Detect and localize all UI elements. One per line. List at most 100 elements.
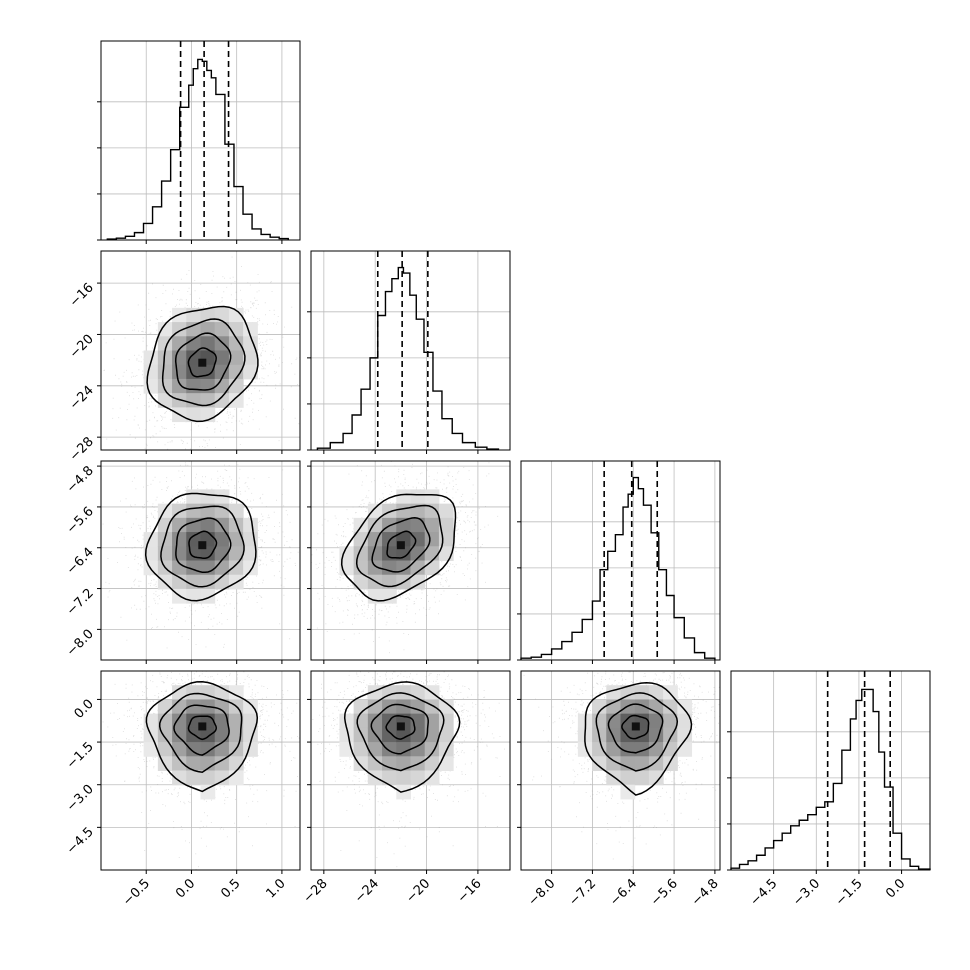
pair-panel-1-0 (97, 250, 301, 454)
density-cell (186, 407, 201, 423)
density-cell (424, 532, 440, 547)
density-cell (353, 727, 369, 743)
density-cell (648, 713, 664, 729)
density-cell (648, 756, 664, 771)
density-cell (214, 574, 230, 590)
density-cell (214, 742, 230, 757)
density-cell (438, 756, 454, 771)
density-cell (228, 517, 244, 533)
density-cell (172, 727, 187, 743)
mode-marker (396, 722, 405, 731)
density-cell (620, 713, 636, 729)
density-cell (592, 713, 607, 729)
density-cell (424, 503, 440, 519)
density-cell (157, 503, 173, 519)
density-cell (367, 560, 383, 576)
density-cell (214, 713, 230, 729)
density-cell (200, 364, 216, 380)
density-cell (648, 685, 664, 700)
density-cell (424, 517, 440, 533)
contour-2 (356, 692, 445, 772)
histogram-panel-2 (517, 460, 721, 664)
density-cell (143, 364, 159, 380)
histogram-panel-3 (727, 670, 931, 874)
density-cell (214, 532, 230, 547)
density-cell (143, 546, 159, 561)
density-cell (172, 350, 187, 366)
x-tick-label-0-0: −0.5 (120, 876, 153, 909)
density-cell (214, 364, 230, 380)
density-cell (200, 560, 216, 576)
contour-2 (158, 692, 243, 773)
density-cell (186, 699, 201, 715)
y-tick-label-2-3: −5.6 (64, 504, 97, 537)
pair-panel-3-0 (97, 670, 301, 874)
mode-marker (396, 541, 405, 550)
density-cell (424, 756, 440, 771)
density-cell (143, 350, 159, 366)
density-cell (228, 503, 244, 519)
density-cell (339, 713, 355, 729)
x-tick-label-1-2: −20 (403, 876, 433, 906)
density-cell (172, 742, 187, 757)
density-cell (410, 546, 426, 561)
density-cell (228, 350, 244, 366)
density-cell (382, 727, 397, 743)
density-cell (186, 350, 201, 366)
contour-3 (144, 492, 257, 602)
density-cell (200, 742, 216, 757)
density-cell (620, 742, 636, 757)
density-cell (606, 713, 621, 729)
axes-frame (310, 250, 511, 451)
density-cell (592, 742, 607, 757)
density-cell (157, 364, 173, 380)
density-cell (438, 699, 454, 715)
density-cell (172, 574, 187, 590)
density-cell (353, 742, 369, 757)
density-cell (172, 685, 187, 700)
density-cell (424, 770, 440, 786)
contour-1 (174, 332, 232, 391)
density-cell (243, 364, 258, 380)
density-cell (620, 770, 636, 786)
density-cell (353, 756, 369, 771)
density-cell (382, 532, 397, 547)
density-cell (677, 742, 693, 757)
density-cell (228, 364, 244, 380)
contour-1 (371, 517, 431, 573)
density-cell (382, 756, 397, 771)
histogram-panel-1 (307, 250, 511, 454)
density-cell (396, 560, 411, 576)
x-tick-label-0-3: 1.0 (263, 876, 288, 901)
density-cell (396, 699, 411, 715)
density-cell (172, 532, 187, 547)
pair-content (102, 461, 299, 649)
density-cell (243, 560, 258, 576)
density-cell (214, 350, 230, 366)
density-cell (214, 336, 230, 351)
scatter-points (523, 671, 720, 870)
histogram-steps-1 (316, 266, 500, 450)
x-tick-label-2-4: −4.8 (689, 876, 722, 909)
density-cell (157, 713, 173, 729)
density-cell (228, 378, 244, 394)
mode-marker (198, 722, 207, 731)
density-cell (172, 393, 187, 408)
pair-content (102, 671, 300, 870)
pair-panel-3-1 (307, 670, 511, 874)
density-cell (157, 378, 173, 394)
density-cell (438, 532, 454, 547)
density-cell (214, 489, 230, 505)
density-cell (214, 503, 230, 519)
density-cell (438, 727, 454, 743)
density-cell (243, 517, 258, 533)
density-cell (634, 727, 650, 743)
contour-3 (584, 681, 693, 796)
axes-frame (100, 40, 301, 241)
pair-content (311, 461, 499, 654)
density-cell (200, 546, 216, 561)
density-cell (382, 546, 397, 561)
density-cell (620, 756, 636, 771)
density-cell (677, 699, 693, 715)
